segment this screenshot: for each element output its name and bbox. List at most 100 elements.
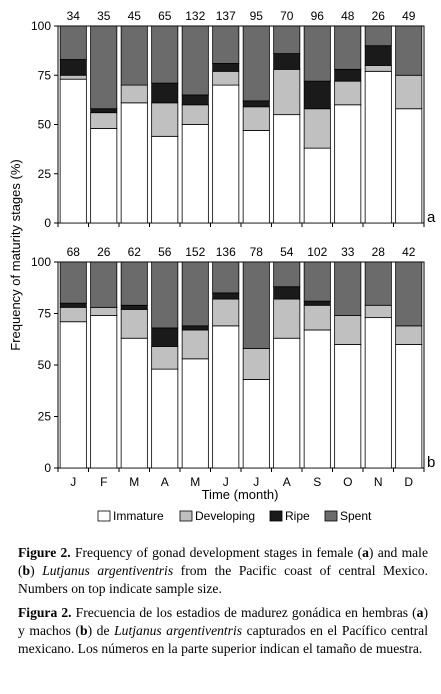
legend-swatch-developing [179,510,193,522]
sample-size-label: 68 [67,245,81,259]
x-tick-label: J [70,475,76,489]
bar-segment-immature [120,337,148,469]
y-tick-label: 0 [44,461,51,475]
legend-swatch-immature [97,510,111,522]
bar-segment-immature [90,128,118,224]
bar-segment-developing [303,304,331,331]
bar-segment-developing [181,329,209,360]
bar-segment-developing [120,308,148,339]
sample-size-label: 70 [280,9,294,23]
bar-segment-spent [181,261,209,327]
bar-segment-ripe [120,304,148,310]
panel-b-male-chart: 0 25 50 75 100 68 J 26 F 62 M 56 A 152 M 136 J 78 J 54 A 102 S… [31,245,435,489]
x-tick-label: J [223,475,229,489]
bar-segment-spent [303,25,331,82]
x-tick-label: M [190,475,200,489]
bar-segment-immature [181,124,209,224]
bar-segment-developing [242,348,270,380]
bar-segment-developing [273,68,301,116]
bar-segment-developing [364,65,392,72]
bar-segment-developing [212,298,240,327]
bar-segment-developing [151,102,179,137]
bar-segment-ripe [59,59,87,76]
sample-size-label: 95 [250,9,264,23]
bar-segment-spent [303,261,331,302]
sample-size-label: 42 [402,245,416,259]
legend-label-developing: Developing [195,509,255,523]
bar-segment-developing [59,306,87,323]
figure-caption-spanish: Figura 2. Frecuencia de los estadios de … [18,605,428,656]
panel-label: b [427,454,435,471]
bar-segment-immature [90,315,118,469]
bar-segment-developing [334,315,362,345]
bar-segment-immature [364,70,392,224]
bar-segment-developing [242,106,270,131]
legend-label-ripe: Ripe [285,509,310,523]
sample-size-label: 96 [311,9,325,23]
y-tick-label: 25 [38,410,52,424]
bar-segment-ripe [90,108,118,114]
bar-segment-spent [59,25,87,60]
bar-segment-spent [273,25,301,54]
sample-size-label: 33 [341,245,355,259]
sample-size-label: 26 [97,245,111,259]
sample-size-label: 26 [372,9,386,23]
y-tick-label: 75 [38,68,52,82]
bar-segment-developing [273,298,301,339]
sample-size-label: 48 [341,9,355,23]
bar-segment-immature [395,343,423,469]
bar-segment-developing [395,74,423,110]
bar-segment-spent [334,261,362,316]
bar-segment-ripe [181,94,209,106]
bar-segment-immature [151,135,179,224]
bar-segment-spent [364,25,392,47]
bar-segment-developing [364,304,392,319]
x-tick-label: M [129,475,139,489]
bar-segment-ripe [364,45,392,66]
y-tick-label: 100 [31,19,51,33]
sample-size-label: 28 [372,245,386,259]
sample-size-label: 102 [307,245,327,259]
bar-segment-developing [212,70,240,86]
bar-segment-ripe [242,100,270,108]
sample-size-label: 35 [97,9,111,23]
sample-size-label: 65 [158,9,172,23]
panel-a-female-chart: 0 25 50 75 100 34 35 45 65 132 137 95 70 96 48 26 49 a [31,9,436,230]
x-tick-label: J [253,475,259,489]
sample-size-label: 152 [185,245,205,259]
bar-segment-immature [395,108,423,224]
legend-swatch-spent [324,510,338,522]
bar-segment-immature [59,78,87,224]
bar-segment-spent [212,261,240,294]
bar-segment-developing [120,84,148,104]
sample-size-label: 45 [128,9,142,23]
bar-segment-spent [151,25,179,84]
sample-size-label: 62 [128,245,142,259]
bar-segment-immature [273,114,301,224]
bar-segment-spent [242,25,270,102]
bar-segment-immature [181,358,209,469]
sample-size-label: 49 [402,9,416,23]
figure-caption-english: Figure 2. Frequency of gonad development… [18,545,428,596]
sample-size-label: 78 [250,245,264,259]
sample-size-label: 54 [280,245,294,259]
panel-label: a [427,209,436,226]
bar-segment-immature [303,329,331,469]
bar-segment-immature [212,84,240,224]
y-tick-label: 50 [38,118,52,132]
bar-segment-spent [181,25,209,96]
sample-size-label: 136 [216,245,236,259]
bar-segment-ripe [212,63,240,72]
legend-label-spent: Spent [340,509,372,523]
bar-segment-immature [334,343,362,469]
caption-label: Figure 2. [18,545,71,560]
bar-segment-ripe [273,53,301,70]
bar-segment-immature [364,317,392,469]
bar-segment-ripe [212,292,240,300]
bar-segment-ripe [303,300,331,306]
caption-label: Figura 2. [18,605,72,620]
x-tick-label: A [283,475,291,489]
bar-segment-immature [151,368,179,469]
sample-size-label: 34 [67,9,81,23]
x-tick-label: S [313,475,321,489]
